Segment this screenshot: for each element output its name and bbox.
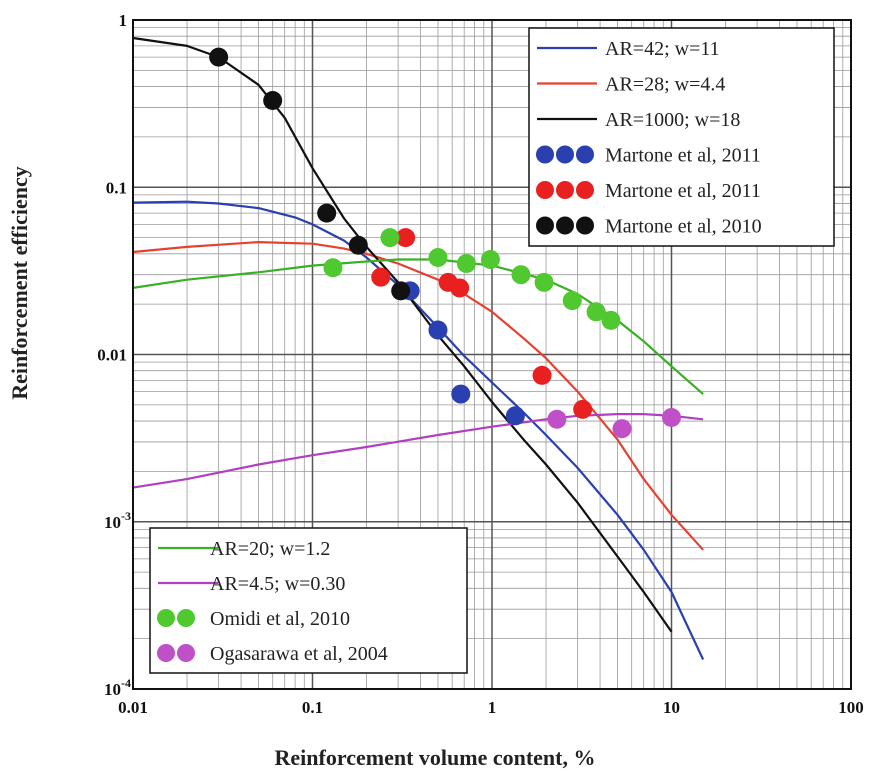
x-tick-label: 1 xyxy=(488,698,497,717)
y-tick-label: 0.01 xyxy=(97,346,127,365)
series-line-2 xyxy=(132,36,673,633)
data-point-series-9 xyxy=(547,409,567,429)
y-axis-label: Reinforcement efficiency xyxy=(7,166,32,400)
data-point-series-8 xyxy=(428,248,448,268)
legend-swatch-dot xyxy=(556,145,574,164)
legend-box xyxy=(528,27,835,247)
data-point-series-8 xyxy=(601,310,621,330)
y-tick-label: 1 xyxy=(119,11,128,30)
data-point-series-8 xyxy=(456,254,476,274)
legend-label: AR=42; w=11 xyxy=(605,38,720,60)
data-point-series-6 xyxy=(371,267,391,287)
data-point-series-7 xyxy=(348,235,368,255)
data-point-series-8 xyxy=(323,258,343,278)
x-tick-label: 0.1 xyxy=(302,698,323,717)
legend-label: AR=1000; w=18 xyxy=(605,109,740,131)
legend-label: AR=28; w=4.4 xyxy=(605,74,725,96)
plot-frame xyxy=(132,19,852,690)
legend-swatch-dot xyxy=(556,216,574,235)
y-tick-label: 10-3 xyxy=(104,509,131,532)
x-tick-label: 10 xyxy=(663,698,680,717)
legend-label: Ogasarawa et al, 2004 xyxy=(210,643,388,665)
data-point-series-8 xyxy=(511,265,531,285)
legend-label: AR=4.5; w=0.30 xyxy=(210,573,345,595)
series-line-4 xyxy=(132,413,704,489)
data-point-series-6 xyxy=(450,278,470,298)
legend-swatch-dot xyxy=(576,181,594,199)
legend-label: AR=20; w=1.2 xyxy=(210,538,330,560)
data-point-series-6 xyxy=(573,399,593,419)
legend-swatch-dot xyxy=(576,216,594,235)
legend-label: Martone et al, 2011 xyxy=(605,145,761,167)
data-point-series-7 xyxy=(317,203,337,223)
legend-label: Omidi et al, 2010 xyxy=(210,608,350,630)
legend-swatch-dot xyxy=(576,145,594,164)
data-point-series-6 xyxy=(396,228,416,248)
legend-label: Martone et al, 2011 xyxy=(605,180,761,202)
legend-swatch-dot xyxy=(157,609,175,627)
data-point-series-5 xyxy=(451,384,471,404)
data-point-series-6 xyxy=(532,365,552,385)
data-point-series-9 xyxy=(612,419,632,439)
legend-swatch-dot xyxy=(536,181,554,199)
legend-swatch-dot xyxy=(536,145,554,164)
y-tick-label: 0.1 xyxy=(106,178,127,197)
data-point-series-8 xyxy=(562,291,582,311)
data-point-series-7 xyxy=(263,91,283,111)
y-tick-label: 10-4 xyxy=(104,676,131,699)
legend-swatch-dot xyxy=(536,216,554,235)
data-point-series-7 xyxy=(391,281,411,301)
legend-swatch-dot xyxy=(556,181,574,199)
legend-upper: AR=42; w=11 AR=28; w=4.4 AR=1000; w=18 Mart… xyxy=(528,27,835,247)
legend-box xyxy=(149,527,468,674)
data-point-series-8 xyxy=(586,302,606,322)
x-tick-label: 0.01 xyxy=(118,698,148,717)
legend-swatch-dot xyxy=(177,644,195,662)
data-point-series-8 xyxy=(380,228,400,248)
data-point-series-5 xyxy=(505,406,525,426)
legend-label: Martone et al, 2010 xyxy=(605,216,762,238)
data-point-series-9 xyxy=(662,408,681,428)
data-point-series-8 xyxy=(480,249,500,269)
data-point-series-7 xyxy=(209,47,229,67)
legend-swatch-dot xyxy=(177,609,195,627)
series-points xyxy=(209,47,681,439)
legend-swatch-dot xyxy=(157,644,175,662)
x-axis-label: Reinforcement volume content, % xyxy=(274,745,596,770)
x-tick-label: 100 xyxy=(838,698,864,717)
legend-lower: AR=20; w=1.2 AR=4.5; w=0.30 Omidi et al, 2… xyxy=(149,527,468,674)
data-point-series-8 xyxy=(534,272,554,292)
data-point-series-5 xyxy=(428,320,448,340)
